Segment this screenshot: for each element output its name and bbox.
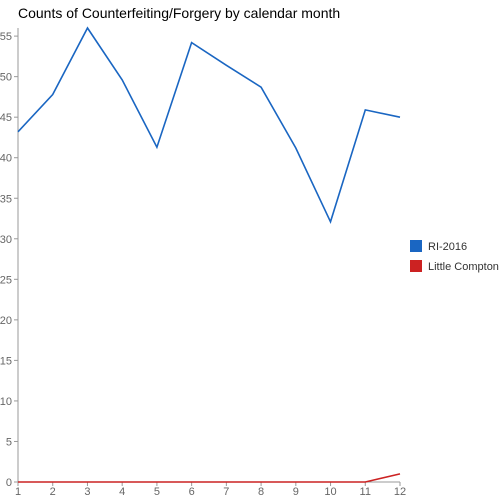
legend: RI-2016 Little Compton <box>410 240 499 273</box>
x-tick-label: 1 <box>15 486 21 498</box>
y-tick-label: 0 <box>6 477 12 489</box>
y-tick-label: 35 <box>0 193 12 205</box>
legend-swatch <box>410 260 422 272</box>
y-tick-label: 15 <box>0 355 12 367</box>
x-tick-label: 11 <box>360 486 371 498</box>
x-tick-label: 5 <box>154 486 160 498</box>
y-tick-label: 25 <box>0 274 12 286</box>
y-tick-label: 20 <box>0 315 12 327</box>
y-tick-label: 10 <box>0 396 12 408</box>
x-tick-label: 4 <box>119 486 125 498</box>
x-tick-label: 12 <box>394 486 406 498</box>
y-tick-label: 5 <box>6 436 12 448</box>
y-tick-label: 55 <box>0 31 12 43</box>
x-tick-label: 3 <box>84 486 90 498</box>
legend-label: RI-2016 <box>428 241 467 253</box>
x-tick-label: 9 <box>293 486 299 498</box>
series-lines <box>17 26 401 483</box>
chart-title: Counts of Counterfeiting/Forgery by cale… <box>18 5 340 21</box>
y-tick-label: 30 <box>0 234 12 246</box>
x-tick-label: 6 <box>189 486 195 498</box>
series-line-1 <box>18 473 401 483</box>
x-tick-label: 2 <box>50 486 56 498</box>
y-tick-label: 40 <box>0 153 12 165</box>
x-tick-label: 10 <box>324 486 336 498</box>
x-tick-label: 7 <box>223 486 229 498</box>
y-tick-label: 50 <box>0 72 12 84</box>
legend-swatch <box>410 240 422 252</box>
legend-label: Little Compton <box>428 261 499 273</box>
x-axis-ticks: 1 2 3 4 5 6 7 8 9 10 11 12 <box>15 482 406 498</box>
series-line-0 <box>17 26 401 225</box>
y-axis-ticks: 0 5 10 15 20 25 30 35 40 45 50 55 <box>0 31 18 489</box>
y-tick-label: 45 <box>0 112 12 124</box>
x-tick-label: 8 <box>258 486 264 498</box>
